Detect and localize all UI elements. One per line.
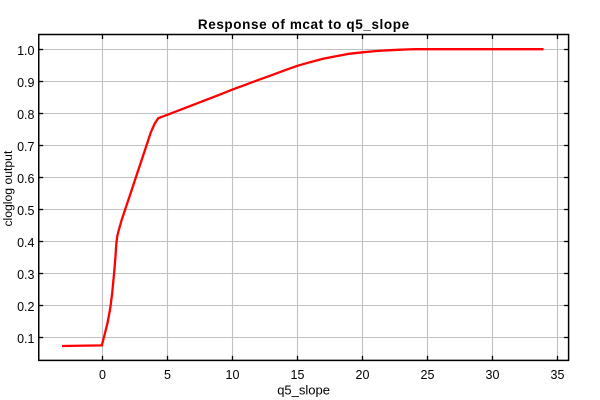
svg-text:5: 5 (164, 368, 171, 382)
svg-text:0: 0 (99, 368, 106, 382)
svg-text:0.1: 0.1 (17, 332, 34, 346)
svg-text:0.4: 0.4 (17, 236, 34, 250)
svg-text:25: 25 (421, 368, 435, 382)
svg-text:0.6: 0.6 (17, 172, 34, 186)
svg-text:0.5: 0.5 (17, 204, 34, 218)
svg-text:30: 30 (486, 368, 500, 382)
svg-text:0.9: 0.9 (17, 76, 34, 90)
svg-text:35: 35 (551, 368, 565, 382)
svg-text:0.3: 0.3 (17, 268, 34, 282)
svg-text:20: 20 (356, 368, 370, 382)
svg-text:15: 15 (291, 368, 305, 382)
svg-text:cloglog output: cloglog output (1, 150, 15, 227)
svg-text:1.0: 1.0 (17, 44, 34, 58)
svg-text:10: 10 (226, 368, 240, 382)
svg-text:0.2: 0.2 (17, 300, 34, 314)
svg-text:0.8: 0.8 (17, 108, 34, 122)
svg-text:0.7: 0.7 (17, 140, 34, 154)
svg-text:q5_slope: q5_slope (277, 382, 330, 397)
svg-text:Response of mcat to q5_slope: Response of mcat to q5_slope (198, 17, 410, 32)
